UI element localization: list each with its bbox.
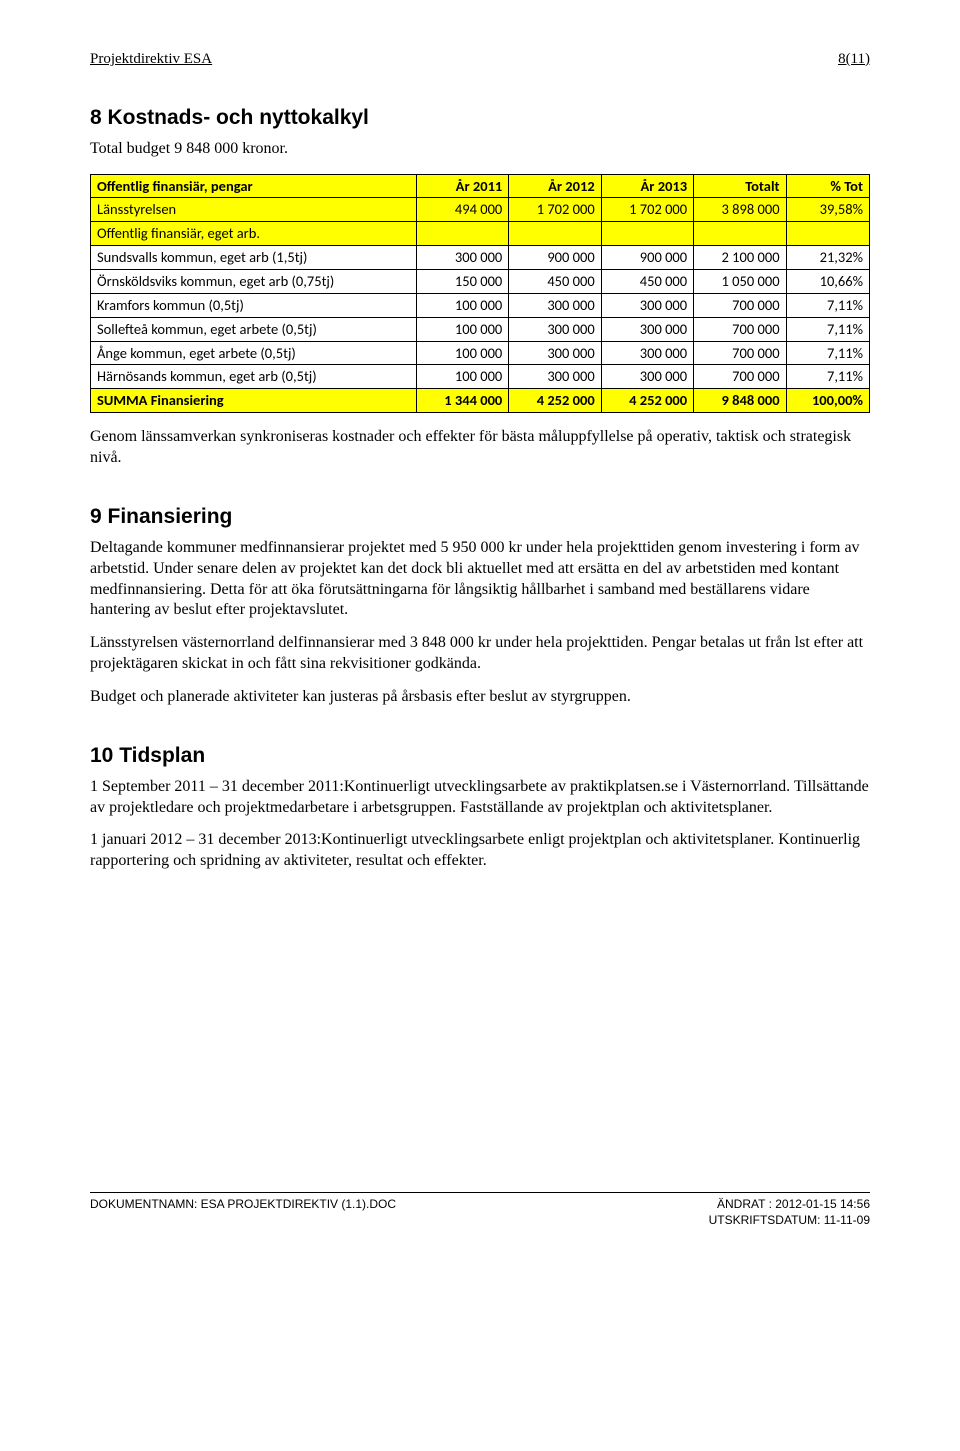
col-%-tot: % Tot [786,174,869,198]
table-cell: 100 000 [416,293,508,317]
table-row: Ånge kommun, eget arbete (0,5tj)100 0003… [91,341,870,365]
section-8-tail: Genom länssamverkan synkroniseras kostna… [90,427,870,469]
section-9-body: Deltagande kommuner medfinnansierar proj… [90,538,870,708]
table-cell: Offentlig finansiär, eget arb. [91,222,417,246]
table-cell: 100 000 [416,341,508,365]
section-8-heading: 8 Kostnads- och nyttokalkyl [90,104,870,131]
table-cell: 1 344 000 [416,389,508,413]
table-row: Härnösands kommun, eget arb (0,5tj)100 0… [91,365,870,389]
footer-changed: ÄNDRAT : 2012-01-15 14:56 [717,1197,870,1211]
table-cell: 494 000 [416,198,508,222]
table-cell: 3 898 000 [694,198,786,222]
footer-divider [90,1192,870,1193]
table-cell: Härnösands kommun, eget arb (0,5tj) [91,365,417,389]
table-row: Kramfors kommun (0,5tj)100 000300 000300… [91,293,870,317]
col-år-2013: År 2013 [601,174,693,198]
table-cell: 1 702 000 [509,198,601,222]
table-cell: 100 000 [416,317,508,341]
section-10-heading: 10 Tidsplan [90,742,870,769]
table-row: Offentlig finansiär, eget arb. [91,222,870,246]
table-cell: 100,00% [786,389,869,413]
col-totalt: Totalt [694,174,786,198]
table-cell: 700 000 [694,341,786,365]
table-cell: 300 000 [601,317,693,341]
footer-printed: UTSKRIFTSDATUM: 11-11-09 [709,1213,870,1227]
table-cell: 300 000 [601,341,693,365]
table-row: Sundsvalls kommun, eget arb (1,5tj)300 0… [91,246,870,270]
section-8-intro: Total budget 9 848 000 kronor. [90,139,870,160]
table-cell: 4 252 000 [601,389,693,413]
table-cell: 7,11% [786,365,869,389]
table-cell: Örnsköldsviks kommun, eget arb (0,75tj) [91,269,417,293]
section-9-heading: 9 Finansiering [90,503,870,530]
table-cell: 300 000 [509,317,601,341]
table-cell: 21,32% [786,246,869,270]
table-cell: 1 702 000 [601,198,693,222]
table-cell [509,222,601,246]
table-cell: 300 000 [509,365,601,389]
paragraph: 1 September 2011 – 31 december 2011:Kont… [90,777,870,819]
table-cell: 300 000 [509,293,601,317]
page-header: Projektdirektiv ESA 8(11) [90,50,870,70]
table-cell: 700 000 [694,317,786,341]
table-cell [694,222,786,246]
table-cell: Ånge kommun, eget arbete (0,5tj) [91,341,417,365]
table-cell: 7,11% [786,317,869,341]
page-footer: DOKUMENTNAMN: ESA PROJEKTDIREKTIV (1.1).… [90,1192,870,1228]
paragraph: Budget och planerade aktiviteter kan jus… [90,687,870,708]
paragraph: 1 januari 2012 – 31 december 2013:Kontin… [90,830,870,872]
table-cell: 1 050 000 [694,269,786,293]
table-cell: 300 000 [601,365,693,389]
header-right: 8(11) [838,50,870,70]
table-cell: 700 000 [694,293,786,317]
table-row: Örnsköldsviks kommun, eget arb (0,75tj)1… [91,269,870,293]
table-cell: 4 252 000 [509,389,601,413]
table-cell: 450 000 [509,269,601,293]
col-år-2011: År 2011 [416,174,508,198]
table-cell: Kramfors kommun (0,5tj) [91,293,417,317]
table-cell: 150 000 [416,269,508,293]
table-cell: 7,11% [786,293,869,317]
table-cell: 900 000 [509,246,601,270]
table-cell: 450 000 [601,269,693,293]
section-10-body: 1 September 2011 – 31 december 2011:Kont… [90,777,870,872]
table-cell: 10,66% [786,269,869,293]
table-cell: 700 000 [694,365,786,389]
table-cell: Sollefteå kommun, eget arbete (0,5tj) [91,317,417,341]
table-row: SUMMA Finansiering1 344 0004 252 0004 25… [91,389,870,413]
table-header-row: Offentlig finansiär, pengarÅr 2011År 201… [91,174,870,198]
table-cell: 300 000 [601,293,693,317]
header-left: Projektdirektiv ESA [90,50,212,70]
table-row: Sollefteå kommun, eget arbete (0,5tj)100… [91,317,870,341]
table-cell: 900 000 [601,246,693,270]
table-cell: Länsstyrelsen [91,198,417,222]
table-row: Länsstyrelsen494 0001 702 0001 702 0003 … [91,198,870,222]
table-cell: 300 000 [416,246,508,270]
table-cell: 7,11% [786,341,869,365]
table-cell: 2 100 000 [694,246,786,270]
table-cell: 39,58% [786,198,869,222]
table-cell [786,222,869,246]
table-cell [601,222,693,246]
table-cell: 9 848 000 [694,389,786,413]
table-cell: 100 000 [416,365,508,389]
table-cell [416,222,508,246]
paragraph: Deltagande kommuner medfinnansierar proj… [90,538,870,621]
col-label: Offentlig finansiär, pengar [91,174,417,198]
table-cell: Sundsvalls kommun, eget arb (1,5tj) [91,246,417,270]
footer-doc-name: DOKUMENTNAMN: ESA PROJEKTDIREKTIV (1.1).… [90,1197,396,1228]
financing-table: Offentlig finansiär, pengarÅr 2011År 201… [90,174,870,413]
col-år-2012: År 2012 [509,174,601,198]
table-cell: 300 000 [509,341,601,365]
table-cell: SUMMA Finansiering [91,389,417,413]
paragraph: Länsstyrelsen västernorrland delfinnansi… [90,633,870,675]
